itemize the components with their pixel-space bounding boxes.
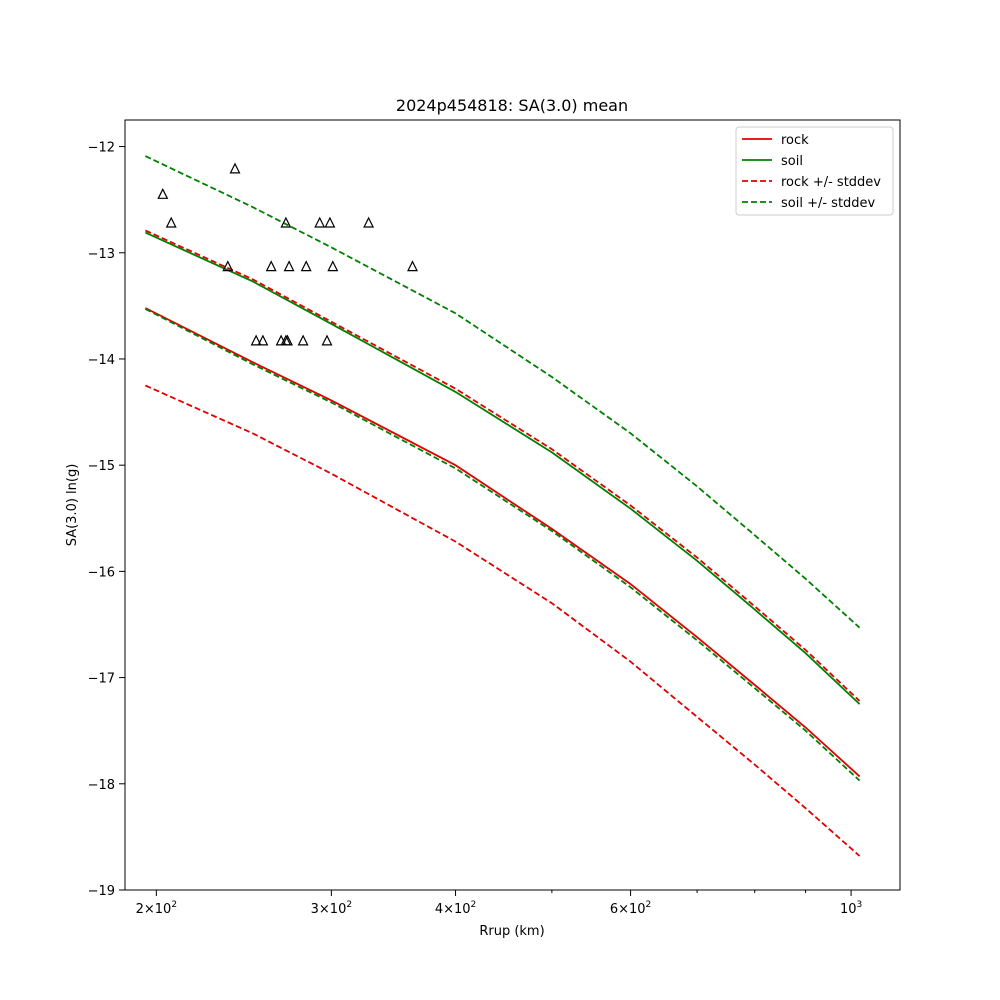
x-tick-label: 4×102 — [435, 900, 476, 917]
x-tick-label: 3×102 — [311, 900, 352, 917]
observation-point — [327, 260, 339, 272]
x-tick-label: 2×102 — [136, 900, 177, 917]
observation-point — [314, 216, 326, 228]
y-tick-label: −17 — [88, 672, 115, 687]
x-tick-label: 103 — [840, 900, 862, 917]
observation-point — [282, 334, 293, 346]
series-3-lower-line — [144, 308, 861, 782]
observation-point — [363, 216, 375, 228]
series-0-line — [144, 307, 861, 778]
legend-box — [735, 126, 894, 216]
series-2-upper-line — [145, 229, 861, 702]
observation-point — [229, 162, 241, 174]
x-tick-label: 6×102 — [610, 900, 651, 917]
observation-point — [222, 260, 234, 272]
observation-point — [297, 334, 309, 346]
y-tick-label: −18 — [88, 778, 115, 793]
series-1-line — [145, 231, 861, 705]
observation-point — [407, 260, 418, 272]
observation-point — [280, 216, 292, 228]
y-axis: −12 −13 −14 −15 −16 −17 −18 −19 — [88, 141, 125, 899]
observation-point — [283, 260, 295, 272]
x-axis: 2×102 3×102 4×102 6×102 103 — [136, 890, 862, 917]
observation-point — [257, 334, 269, 346]
y-tick-label: −16 — [88, 565, 115, 580]
observation-markers — [157, 162, 418, 346]
observation-point — [265, 260, 277, 272]
legend-label: rock +/- stddev — [781, 175, 881, 190]
plot-frame — [124, 119, 901, 891]
y-tick-label: −13 — [88, 247, 115, 262]
legend-items: rock soil rock +/- stddev soil +/- stddev — [742, 133, 881, 211]
observation-point — [300, 260, 312, 272]
observation-point — [250, 334, 262, 346]
observation-point — [157, 187, 169, 199]
legend-label: rock — [781, 133, 809, 148]
legend-label: soil +/- stddev — [781, 196, 876, 211]
y-tick-label: −12 — [88, 141, 115, 156]
y-tick-label: −15 — [88, 459, 115, 474]
series-layer — [144, 155, 861, 857]
legend: rock soil rock +/- stddev soil +/- stddev — [735, 126, 894, 216]
y-tick-label: −14 — [88, 353, 115, 368]
x-axis-label: Rrup (km) — [479, 924, 544, 939]
y-tick-label: −19 — [88, 884, 115, 899]
y-axis-label: SA(3.0) ln(g) — [65, 464, 80, 547]
series-3-upper-line — [145, 155, 861, 629]
observation-point — [324, 216, 336, 228]
observation-point — [165, 216, 177, 228]
chart-title: 2024p454818: SA(3.0) mean — [396, 96, 628, 115]
observation-point — [321, 334, 333, 346]
legend-label: soil — [781, 154, 803, 169]
